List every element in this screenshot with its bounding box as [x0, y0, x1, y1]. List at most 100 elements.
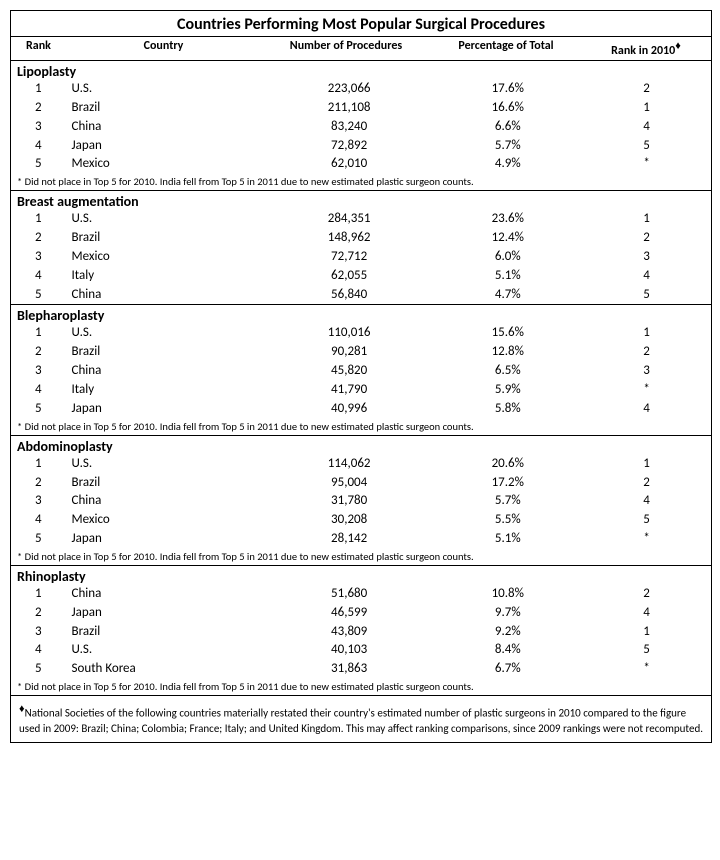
cell-num: 223,066: [265, 80, 434, 99]
cell-num: 114,062: [265, 455, 434, 474]
cell-r2010: 5: [582, 286, 711, 305]
table-row: 2Brazil148,96212.4%2: [11, 229, 711, 248]
cell-pct: 4.9%: [433, 155, 582, 174]
cell-num: 51,680: [265, 585, 434, 604]
table-row: 1China51,68010.8%2: [11, 585, 711, 604]
cell-r2010: 2: [582, 585, 711, 604]
cell-rank: 4: [11, 641, 66, 660]
table-row: 4U.S.40,1038.4%5: [11, 641, 711, 660]
cell-num: 110,016: [265, 324, 434, 343]
cell-pct: 5.7%: [433, 492, 582, 511]
cell-country: Japan: [66, 604, 265, 623]
cell-country: U.S.: [66, 641, 265, 660]
header-pct: Percentage of Total: [431, 39, 581, 58]
cell-num: 83,240: [265, 118, 434, 137]
cell-r2010: 2: [582, 80, 711, 99]
cell-num: 43,809: [265, 623, 434, 642]
table-row: 3China45,8206.5%3: [11, 362, 711, 381]
cell-pct: 9.7%: [433, 604, 582, 623]
cell-country: Brazil: [66, 343, 265, 362]
cell-pct: 17.6%: [433, 80, 582, 99]
cell-num: 148,962: [265, 229, 434, 248]
cell-num: 28,142: [265, 530, 434, 549]
cell-r2010: 3: [582, 362, 711, 381]
table-row: 5Japan28,1425.1%*: [11, 530, 711, 549]
cell-num: 62,010: [265, 155, 434, 174]
table-row: 2Brazil90,28112.8%2: [11, 343, 711, 362]
section-title: Breast augmentation: [11, 191, 711, 210]
cell-num: 41,790: [265, 381, 434, 400]
cell-num: 45,820: [265, 362, 434, 381]
table-row: 2Brazil95,00417.2%2: [11, 474, 711, 493]
cell-rank: 3: [11, 623, 66, 642]
cell-num: 46,599: [265, 604, 434, 623]
cell-num: 284,351: [265, 210, 434, 229]
cell-pct: 20.6%: [433, 455, 582, 474]
cell-country: South Korea: [66, 660, 265, 679]
cell-r2010: 4: [582, 492, 711, 511]
cell-rank: 4: [11, 381, 66, 400]
section-footnote: * Did not place in Top 5 for 2010. India…: [11, 549, 711, 566]
cell-r2010: 1: [582, 324, 711, 343]
cell-pct: 5.5%: [433, 511, 582, 530]
page-title: Countries Performing Most Popular Surgic…: [11, 11, 711, 37]
cell-r2010: 1: [582, 210, 711, 229]
cell-pct: 6.6%: [433, 118, 582, 137]
table-row: 2Japan46,5999.7%4: [11, 604, 711, 623]
cell-r2010: *: [582, 155, 711, 174]
cell-rank: 1: [11, 585, 66, 604]
cell-pct: 12.8%: [433, 343, 582, 362]
cell-r2010: 4: [582, 118, 711, 137]
cell-rank: 4: [11, 137, 66, 156]
cell-r2010: 5: [582, 137, 711, 156]
cell-pct: 6.7%: [433, 660, 582, 679]
table-row: 4Italy41,7905.9%*: [11, 381, 711, 400]
cell-r2010: 2: [582, 229, 711, 248]
cell-country: Japan: [66, 137, 265, 156]
cell-num: 211,108: [265, 99, 434, 118]
table-row: 5China56,8404.7%5: [11, 286, 711, 305]
cell-num: 31,863: [265, 660, 434, 679]
cell-country: China: [66, 492, 265, 511]
cell-r2010: 1: [582, 623, 711, 642]
cell-r2010: *: [582, 530, 711, 549]
cell-pct: 5.9%: [433, 381, 582, 400]
cell-rank: 1: [11, 324, 66, 343]
table-row: 3Mexico72,7126.0%3: [11, 248, 711, 267]
cell-pct: 4.7%: [433, 286, 582, 305]
cell-pct: 10.8%: [433, 585, 582, 604]
cell-pct: 8.4%: [433, 641, 582, 660]
cell-rank: 5: [11, 400, 66, 419]
table-row: 5Japan40,9965.8%4: [11, 400, 711, 419]
cell-pct: 6.0%: [433, 248, 582, 267]
cell-r2010: 2: [582, 343, 711, 362]
cell-r2010: 1: [582, 99, 711, 118]
cell-rank: 4: [11, 511, 66, 530]
table-row: 4Italy62,0555.1%4: [11, 267, 711, 286]
cell-pct: 12.4%: [433, 229, 582, 248]
cell-num: 90,281: [265, 343, 434, 362]
cell-country: U.S.: [66, 210, 265, 229]
cell-country: Brazil: [66, 99, 265, 118]
cell-country: Italy: [66, 381, 265, 400]
section-footnote: * Did not place in Top 5 for 2010. India…: [11, 679, 711, 696]
cell-num: 40,996: [265, 400, 434, 419]
cell-pct: 6.5%: [433, 362, 582, 381]
cell-pct: 5.1%: [433, 530, 582, 549]
cell-rank: 1: [11, 455, 66, 474]
cell-rank: 3: [11, 248, 66, 267]
cell-rank: 3: [11, 118, 66, 137]
cell-r2010: 3: [582, 248, 711, 267]
cell-country: China: [66, 585, 265, 604]
cell-rank: 2: [11, 604, 66, 623]
cell-country: China: [66, 362, 265, 381]
cell-country: Italy: [66, 267, 265, 286]
table-row: 5Mexico62,0104.9%*: [11, 155, 711, 174]
table-container: Countries Performing Most Popular Surgic…: [10, 10, 712, 743]
cell-country: Mexico: [66, 248, 265, 267]
table-row: 4Mexico30,2085.5%5: [11, 511, 711, 530]
cell-r2010: *: [582, 381, 711, 400]
cell-num: 62,055: [265, 267, 434, 286]
cell-country: China: [66, 286, 265, 305]
header-country: Country: [66, 39, 261, 58]
